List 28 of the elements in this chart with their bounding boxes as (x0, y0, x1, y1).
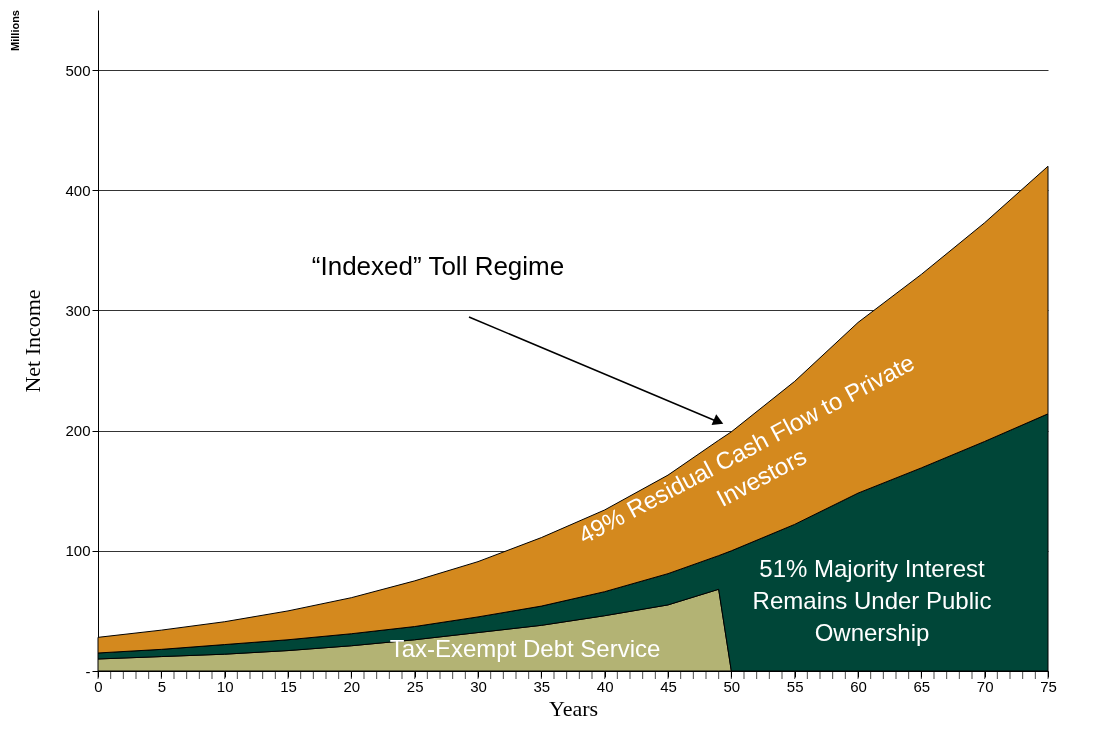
text: Millions (9, 10, 21, 51)
x-tick-label: 0 (94, 677, 103, 695)
x-tick-label: 75 (1040, 677, 1057, 695)
y-tick-label: 500 (65, 61, 91, 79)
x-tick-label: 5 (157, 677, 167, 695)
y-tick-label: 200 (65, 422, 91, 440)
x-tick-label: 20 (343, 677, 361, 695)
y-axis-title: Net Income (20, 289, 46, 393)
x-tick-label: 10 (216, 677, 234, 695)
series-label: 51% Majority Interest Remains Under Public Ownership (752, 555, 992, 646)
x-tick-label: 55 (786, 677, 804, 695)
y-tick-label: - (85, 662, 91, 680)
y-tick-label: 100 (65, 542, 91, 560)
x-tick-label: 15 (280, 677, 297, 695)
x-tick-label: 60 (850, 677, 867, 695)
y-tick-label: 300 (65, 301, 91, 319)
x-tick-label: 25 (406, 677, 424, 695)
series-label: Tax-Exempt Debt Service (389, 635, 661, 662)
x-tick-label: 70 (976, 677, 994, 695)
x-tick-label: 35 (533, 677, 551, 695)
x-tick-label: 65 (913, 677, 931, 695)
x-tick-label: 50 (723, 677, 741, 695)
x-axis-title: Years (548, 695, 599, 721)
annotation: “Indexed” Toll Regime (311, 251, 565, 281)
x-tick-label: 40 (596, 677, 614, 695)
x-tick-label: 45 (660, 677, 677, 695)
x-tick-label: 30 (470, 677, 487, 695)
y-tick-label: 400 (65, 181, 91, 199)
